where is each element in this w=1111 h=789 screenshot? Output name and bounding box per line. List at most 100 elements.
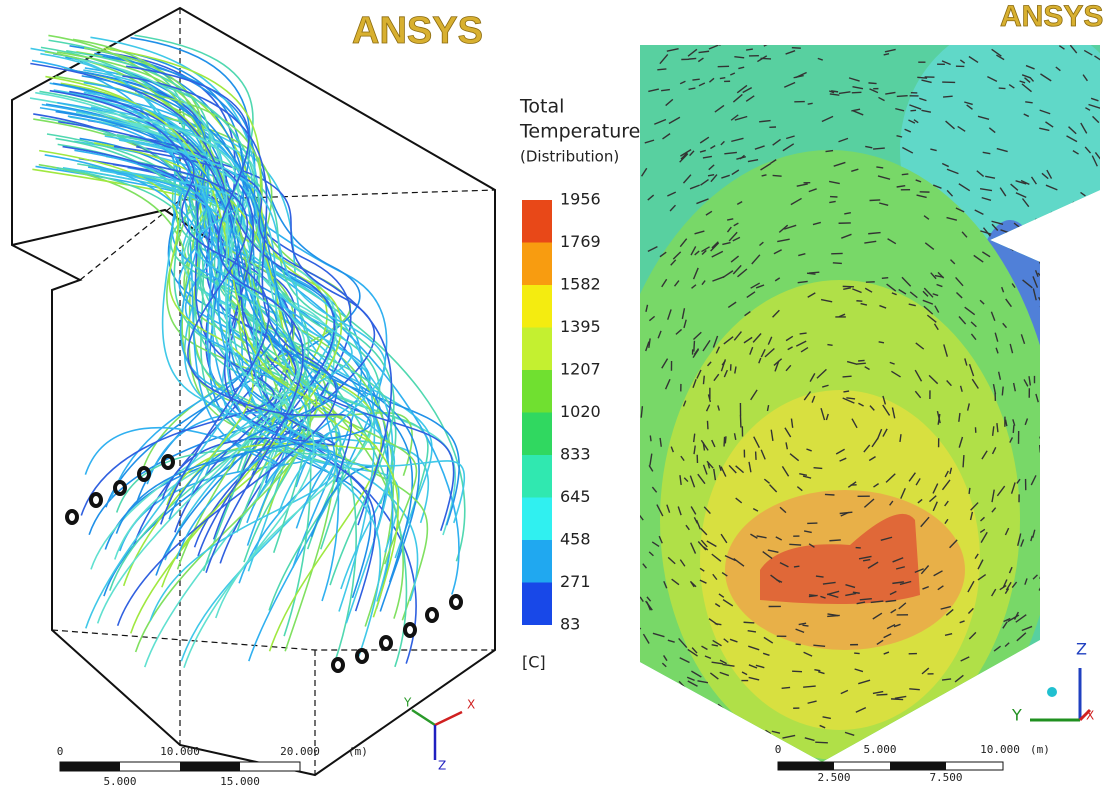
vector (650, 709, 657, 716)
streamlines (30, 35, 465, 667)
axis-label: X (467, 698, 475, 712)
vector (719, 40, 727, 46)
legend-level: 1020 (560, 402, 601, 421)
vector (1013, 425, 1014, 433)
vector (1075, 660, 1079, 664)
vector (971, 729, 979, 735)
vector (1073, 241, 1083, 248)
vector (902, 174, 909, 175)
vector (1051, 212, 1055, 216)
vector (1031, 735, 1037, 737)
vector (1060, 715, 1071, 718)
vector (858, 360, 864, 361)
vector (1097, 406, 1100, 413)
color-band (522, 200, 552, 243)
scale-label: 2.500 (817, 771, 850, 784)
vector (873, 148, 885, 149)
legend-title: Total (519, 96, 564, 118)
vector (1044, 484, 1047, 494)
axis-label: Z (438, 759, 446, 773)
color-band (522, 285, 552, 328)
inlet (115, 482, 125, 494)
vector (997, 423, 998, 432)
vector (1027, 690, 1032, 693)
vector (657, 69, 666, 70)
vector (694, 341, 695, 352)
vector (831, 91, 838, 92)
scale-unit: (m) (1030, 743, 1050, 756)
inlet (451, 596, 461, 608)
vector (941, 736, 949, 740)
vector (896, 733, 905, 737)
vector (977, 734, 987, 739)
vector (962, 735, 967, 737)
vector (1075, 621, 1079, 631)
vector (1035, 219, 1044, 227)
contour (600, 20, 1111, 789)
vector (789, 544, 801, 545)
legend-level: 1956 (560, 190, 601, 209)
vector (1055, 740, 1058, 744)
vector (1096, 632, 1100, 640)
vector (969, 488, 970, 494)
legend-unit: [C] (522, 653, 546, 672)
vector (1064, 733, 1069, 740)
vector (1072, 603, 1078, 610)
vector (1028, 240, 1035, 243)
scale-label: 15.000 (220, 775, 260, 788)
vector (720, 78, 725, 79)
vector (808, 103, 813, 104)
legend-title: Temperature (519, 121, 640, 143)
vector (1096, 541, 1099, 552)
vector (1053, 306, 1056, 315)
vector (660, 680, 670, 688)
vector (1098, 246, 1100, 253)
color-band (522, 498, 552, 541)
legend-level: 1582 (560, 275, 601, 294)
vector (1085, 705, 1094, 708)
color-band (522, 583, 552, 626)
vector (1075, 322, 1080, 329)
vector (1084, 210, 1090, 217)
inlet (381, 637, 391, 649)
vector (1009, 736, 1017, 738)
vector (1096, 270, 1099, 275)
vector (825, 494, 835, 495)
axis-label: Z (1076, 640, 1087, 659)
vector (1005, 236, 1008, 242)
vector (1084, 437, 1086, 447)
vector (1041, 237, 1048, 243)
vector (782, 687, 790, 688)
vector (1025, 675, 1034, 682)
vector (1076, 211, 1081, 218)
vector (917, 77, 927, 78)
vector (1094, 436, 1097, 442)
vector (1052, 706, 1059, 715)
vector (1082, 229, 1085, 234)
vector (1090, 406, 1092, 413)
vector (1056, 679, 1060, 687)
scale-label: 0 (57, 745, 64, 758)
vector (1088, 222, 1092, 225)
vector (1025, 102, 1032, 103)
color-band (522, 455, 552, 498)
legend-level: 1207 (560, 360, 601, 379)
vector (703, 376, 704, 385)
vector (1041, 342, 1049, 351)
color-band (522, 243, 552, 286)
inlet (427, 609, 437, 621)
legend-level: 1395 (560, 317, 601, 336)
logo: ANSYS (1000, 0, 1103, 33)
vector (950, 715, 961, 716)
vector (852, 92, 862, 93)
vector (1035, 731, 1045, 736)
vector (744, 622, 755, 623)
vector (1076, 452, 1078, 457)
color-band (522, 540, 552, 583)
vector (1066, 612, 1072, 616)
vector (1053, 502, 1054, 512)
vector (724, 437, 725, 447)
vector (1053, 324, 1056, 332)
vector (715, 726, 720, 731)
vector (1067, 652, 1072, 661)
